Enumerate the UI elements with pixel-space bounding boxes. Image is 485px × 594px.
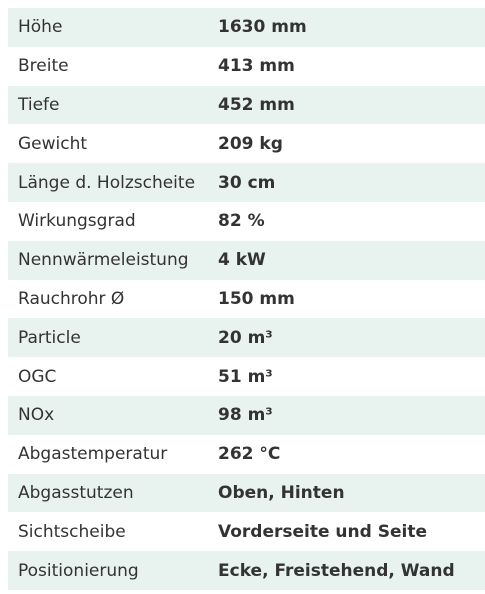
spec-label: Sichtscheibe: [8, 512, 218, 552]
spec-label: Breite: [8, 46, 218, 86]
spec-value: 82 %: [218, 201, 485, 241]
spec-row-hoehe: Höhe 1630 mm: [8, 8, 485, 47]
spec-value: Vorderseite und Seite: [218, 512, 485, 552]
spec-value: 98 m³: [218, 395, 485, 435]
spec-value: 4 kW: [218, 240, 485, 280]
spec-row-laenge-holzscheite: Länge d. Holzscheite 30 cm: [8, 163, 485, 202]
spec-value: Ecke, Freistehend, Wand: [218, 551, 485, 590]
spec-row-nennwaermeleistung: Nennwärmeleistung 4 kW: [8, 240, 485, 280]
spec-value: 30 cm: [218, 163, 485, 202]
spec-row-particle: Particle 20 m³: [8, 318, 485, 358]
spec-value: 51 m³: [218, 357, 485, 396]
spec-row-ogc: OGC 51 m³: [8, 357, 485, 396]
spec-row-wirkungsgrad: Wirkungsgrad 82 %: [8, 201, 485, 241]
spec-row-positionierung: Positionierung Ecke, Freistehend, Wand: [8, 551, 485, 590]
spec-label: NOx: [8, 395, 218, 435]
spec-value: 262 °C: [218, 434, 485, 474]
spec-row-rauchrohr: Rauchrohr Ø 150 mm: [8, 279, 485, 319]
spec-label: Länge d. Holzscheite: [8, 163, 218, 202]
spec-row-sichtscheibe: Sichtscheibe Vorderseite und Seite: [8, 512, 485, 552]
spec-label: Particle: [8, 318, 218, 358]
spec-value: 452 mm: [218, 85, 485, 125]
spec-label: Abgastemperatur: [8, 434, 218, 474]
spec-value: 413 mm: [218, 46, 485, 86]
specifications-table: Höhe 1630 mm Breite 413 mm Tiefe 452 mm …: [8, 8, 485, 590]
spec-row-gewicht: Gewicht 209 kg: [8, 124, 485, 164]
spec-value: 150 mm: [218, 279, 485, 319]
spec-label: Höhe: [8, 8, 218, 47]
spec-label: Rauchrohr Ø: [8, 279, 218, 319]
spec-label: Abgasstutzen: [8, 473, 218, 513]
spec-label: Positionierung: [8, 551, 218, 590]
spec-row-abgastemperatur: Abgastemperatur 262 °C: [8, 434, 485, 474]
spec-row-tiefe: Tiefe 452 mm: [8, 85, 485, 125]
spec-label: Nennwärmeleistung: [8, 240, 218, 280]
spec-label: Tiefe: [8, 85, 218, 125]
spec-row-abgasstutzen: Abgasstutzen Oben, Hinten: [8, 473, 485, 513]
spec-value: 209 kg: [218, 124, 485, 164]
spec-row-breite: Breite 413 mm: [8, 46, 485, 86]
spec-row-nox: NOx 98 m³: [8, 395, 485, 435]
spec-label: Gewicht: [8, 124, 218, 164]
spec-label: OGC: [8, 357, 218, 396]
spec-value: 20 m³: [218, 318, 485, 358]
spec-value: 1630 mm: [218, 8, 485, 47]
spec-label: Wirkungsgrad: [8, 201, 218, 241]
spec-value: Oben, Hinten: [218, 473, 485, 513]
